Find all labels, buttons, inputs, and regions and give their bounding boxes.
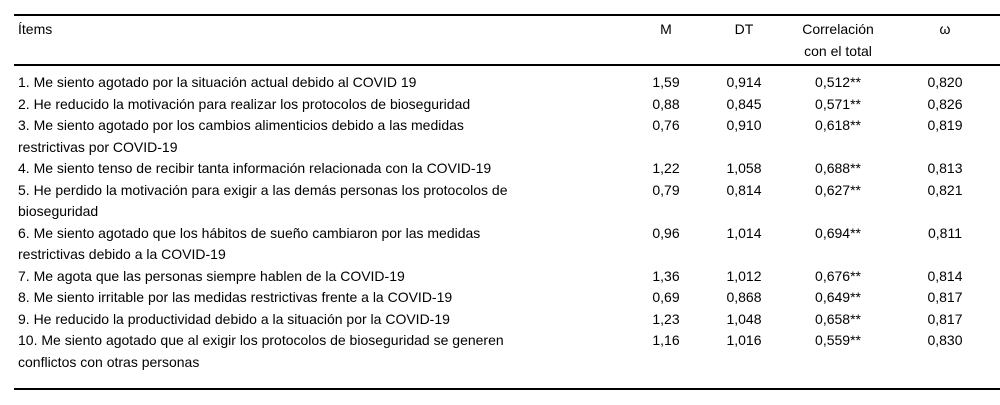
item-total-correlation: 0,649**	[815, 289, 861, 305]
item-total-correlation: 0,512**	[815, 74, 861, 90]
item-omega: 0,813	[927, 160, 963, 176]
item-omega: 0,820	[927, 74, 963, 90]
table-row: 2. He reducido la motivación para realiz…	[14, 94, 1000, 116]
item-mean: 1,23	[652, 310, 680, 327]
item-mean: 0,69	[652, 289, 680, 305]
item-sd: 0,845	[726, 95, 762, 112]
item-text: 6. Me siento agotado que los hábitos de …	[18, 224, 481, 263]
table-row: 5. He perdido la motivación para exigir …	[14, 180, 1000, 223]
item-text: 1. Me siento agotado por la situación ac…	[18, 74, 417, 90]
item-sd: 0,814	[726, 181, 762, 198]
item-mean: 1,16	[652, 332, 680, 348]
item-mean: 0,96	[652, 224, 680, 241]
item-mean: 0,79	[652, 181, 680, 198]
item-omega: 0,819	[927, 117, 963, 133]
item-mean: 1,22	[652, 160, 680, 176]
table-row: 8. Me siento irritable por las medidas r…	[14, 287, 1000, 309]
item-mean: 1,59	[652, 74, 680, 90]
item-text: 3. Me siento agotado por los cambios ali…	[18, 117, 464, 155]
item-omega: 0,826	[927, 95, 963, 112]
item-sd: 0,868	[726, 289, 762, 305]
table-row: 4. Me siento tenso de recibir tanta info…	[14, 158, 1000, 180]
item-mean: 1,36	[652, 267, 680, 284]
item-omega: 0,814	[927, 267, 963, 284]
item-total-correlation: 0,559**	[815, 332, 861, 348]
item-total-correlation: 0,676**	[815, 267, 861, 284]
column-header-omega: ω	[889, 15, 1000, 66]
table-body: 1. Me siento agotado por la situación ac…	[14, 65, 1000, 389]
item-sd: 1,016	[726, 332, 762, 348]
column-header-m: M	[631, 15, 701, 66]
table-row: 1. Me siento agotado por la situación ac…	[14, 65, 1000, 94]
table-row: 3. Me siento agotado por los cambios ali…	[14, 115, 1000, 158]
item-sd: 0,914	[726, 74, 762, 90]
item-omega: 0,811	[928, 224, 962, 241]
item-total-correlation: 0,688**	[815, 160, 861, 176]
item-sd: 0,910	[726, 117, 762, 133]
item-sd: 1,014	[726, 224, 762, 241]
item-text: 5. He perdido la motivación para exigir …	[18, 181, 508, 220]
column-header-correlacion: Correlación con el total	[787, 15, 889, 66]
table-row: 10. Me siento agotado que al exigir los …	[14, 330, 1000, 389]
item-omega: 0,817	[927, 289, 963, 305]
item-text: 2. He reducido la motivación para realiz…	[18, 95, 471, 112]
column-header-dt: DT	[701, 15, 787, 66]
item-sd: 1,058	[726, 160, 762, 176]
item-omega: 0,821	[927, 181, 963, 198]
item-mean: 0,88	[652, 95, 680, 112]
table-row: 7. Me agota que las personas siempre hab…	[14, 266, 1000, 288]
item-total-correlation: 0,618**	[815, 117, 861, 133]
item-omega: 0,817	[927, 310, 963, 327]
item-text: 9. He reducido la productividad debido a…	[18, 310, 450, 327]
table-row: 6. Me siento agotado que los hábitos de …	[14, 223, 1000, 266]
item-text: 10. Me siento agotado que al exigir los …	[18, 332, 504, 370]
items-statistics-table: Ítems M DT Correlación con el total ω 1.…	[14, 14, 1000, 390]
item-total-correlation: 0,694**	[815, 224, 861, 241]
item-sd: 1,012	[726, 267, 762, 284]
column-header-items: Ítems	[14, 15, 631, 66]
table-row: 9. He reducido la productividad debido a…	[14, 309, 1000, 331]
item-total-correlation: 0,571**	[815, 95, 861, 112]
item-total-correlation: 0,658**	[815, 310, 861, 327]
item-total-correlation: 0,627**	[815, 181, 861, 198]
item-omega: 0,830	[927, 332, 963, 348]
item-text: 8. Me siento irritable por las medidas r…	[18, 289, 453, 305]
item-text: 7. Me agota que las personas siempre hab…	[18, 267, 405, 284]
table-header-row: Ítems M DT Correlación con el total ω	[14, 15, 1000, 66]
item-mean: 0,76	[652, 117, 680, 133]
item-sd: 1,048	[726, 310, 762, 327]
item-text: 4. Me siento tenso de recibir tanta info…	[18, 160, 492, 176]
